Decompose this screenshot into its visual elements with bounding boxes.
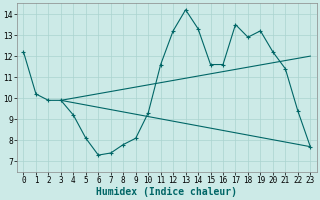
X-axis label: Humidex (Indice chaleur): Humidex (Indice chaleur) [96,186,237,197]
